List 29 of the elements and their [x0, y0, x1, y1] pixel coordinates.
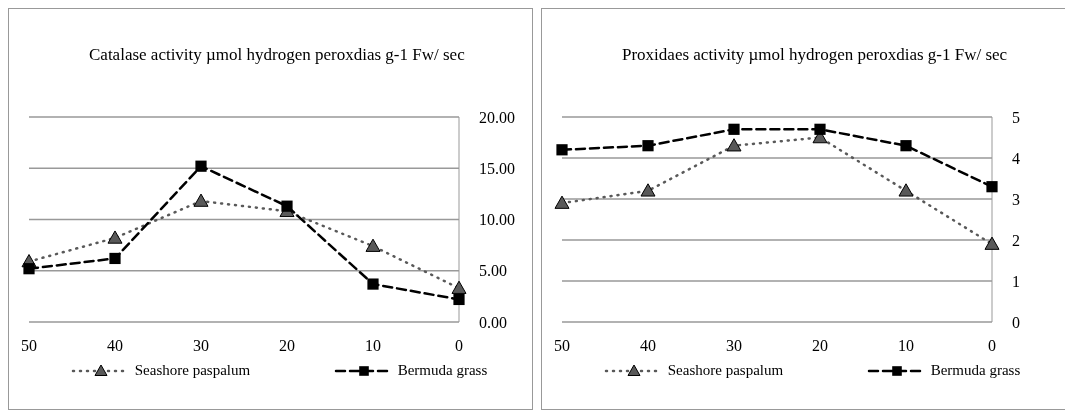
- y-tick-label: 5: [1012, 108, 1020, 126]
- x-tick-label: 10: [365, 337, 381, 355]
- y-tick-label: 2: [1012, 231, 1020, 249]
- x-tick-label: 40: [640, 337, 656, 355]
- y-tick-label: 10.00: [479, 211, 515, 229]
- x-tick-label: 20: [812, 337, 828, 355]
- x-tick-label: 30: [726, 337, 742, 355]
- y-tick-label: 20.00: [479, 108, 515, 126]
- y-tick-label: 4: [1012, 149, 1020, 167]
- y-tick-label: 1: [1012, 272, 1020, 290]
- x-tick-label: 50: [554, 337, 570, 355]
- legend-label: Bermuda grass: [930, 362, 1021, 379]
- x-tick-label: 10: [898, 337, 914, 355]
- x-tick-label: 40: [107, 337, 123, 355]
- x-tick-label: 20: [279, 337, 295, 355]
- y-tick-label: 3: [1012, 190, 1020, 208]
- y-tick-label: 5.00: [479, 262, 507, 280]
- legend-label: Seashore paspalum: [134, 362, 251, 379]
- legend-label: Seashore paspalum: [667, 362, 784, 379]
- y-tick-label: 0.00: [479, 313, 507, 331]
- x-tick-label: 0: [455, 337, 463, 355]
- chart-title: Catalase activity µmol hydrogen peroxdias g-1 Fw/ sec: [88, 45, 466, 66]
- legend-label: Bermuda grass: [397, 362, 488, 379]
- chart-title: Proxidaes activity µmol hydrogen peroxdias g-1 Fw/ sec: [621, 45, 1009, 66]
- x-tick-label: 30: [193, 337, 209, 355]
- x-tick-label: 50: [21, 337, 37, 355]
- x-tick-label: 0: [988, 337, 996, 355]
- y-tick-label: 0: [1012, 313, 1020, 331]
- y-tick-label: 15.00: [479, 159, 515, 177]
